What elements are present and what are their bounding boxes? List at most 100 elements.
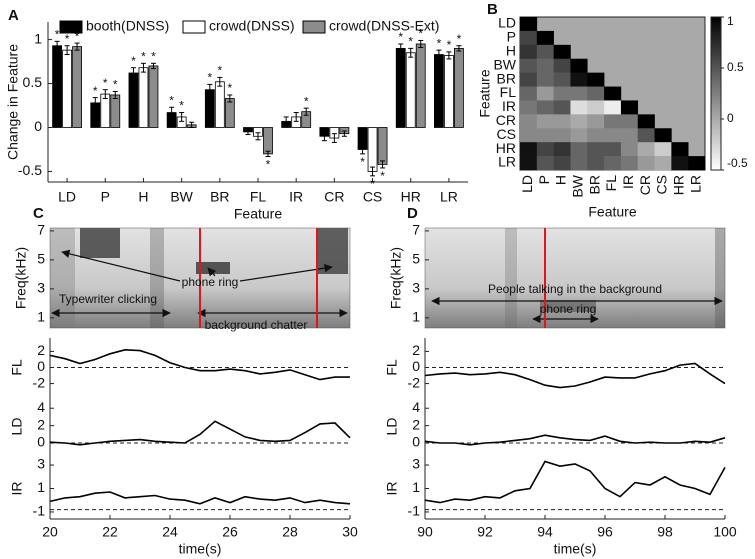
- heatmap-cell: [553, 156, 571, 171]
- significance-marker: *: [169, 93, 174, 107]
- heatmap-cell: [671, 156, 689, 171]
- legend-swatch: [302, 20, 326, 34]
- heatmap-cell: [570, 128, 588, 143]
- error-bar: [360, 144, 366, 155]
- bar: [415, 43, 426, 128]
- significance-marker: *: [151, 49, 156, 63]
- heatmap-cell: [553, 114, 571, 129]
- x-tick-label: CR: [324, 189, 344, 205]
- x-tick-label: H: [138, 189, 148, 205]
- x-tick-label: 28: [282, 524, 298, 540]
- error-bar: [140, 62, 146, 73]
- row-label: P: [507, 29, 516, 45]
- significance-marker: *: [457, 32, 462, 46]
- y-axis-label: Feature: [477, 69, 493, 117]
- x-tick-label: HR: [401, 189, 421, 205]
- bar: [128, 72, 139, 128]
- x-tick-label: 92: [477, 524, 493, 540]
- error-bar: [380, 160, 386, 169]
- bar: [148, 65, 159, 128]
- error-bar: [398, 43, 404, 54]
- significance-marker: *: [398, 30, 403, 44]
- heatmap-cell: [604, 142, 622, 157]
- spectrogram-frame: [424, 227, 726, 329]
- significance-marker: *: [380, 169, 385, 183]
- x-tick-label: 20: [42, 524, 58, 540]
- legend-swatch: [182, 20, 206, 34]
- significance-marker: *: [65, 32, 70, 46]
- error-bar: [92, 97, 98, 109]
- colorbar: [710, 16, 722, 171]
- heatmap-cell: [620, 114, 639, 129]
- x-tick-label: 96: [597, 524, 613, 540]
- y-tick-label: 7: [37, 222, 45, 238]
- bar: [263, 127, 273, 155]
- error-bar: [321, 131, 327, 142]
- heatmap-cell: [536, 100, 554, 115]
- error-bar: [54, 40, 60, 51]
- x-tick-label: 90: [417, 524, 433, 540]
- error-bar: [217, 76, 223, 87]
- row-label: HR: [496, 140, 516, 156]
- row-label: H: [506, 42, 516, 58]
- column-label: CR: [637, 175, 653, 195]
- bar: [454, 47, 464, 128]
- error-bar: [293, 112, 299, 122]
- x-tick-label: IR: [289, 189, 303, 205]
- y-tick-label: 1: [37, 309, 45, 325]
- row-label: LD: [498, 15, 516, 31]
- heatmap-cell: [654, 156, 672, 171]
- x-tick-label: FL: [250, 189, 267, 205]
- row-label: BR: [497, 70, 516, 86]
- row-label: CR: [496, 112, 516, 128]
- annotation: People talking in the background: [488, 282, 662, 296]
- legend-swatch: [59, 20, 83, 34]
- y-tick-label: 5: [37, 251, 45, 267]
- row-label: FL: [500, 84, 517, 100]
- x-tick-label: 24: [162, 524, 178, 540]
- heatmap-cell: [553, 72, 571, 87]
- significance-marker: *: [418, 27, 423, 41]
- column-label: HR: [670, 175, 686, 195]
- column-label: BR: [586, 175, 602, 194]
- panel-letter: A: [8, 7, 19, 24]
- x-tick-label: 26: [222, 524, 238, 540]
- column-label: FL: [603, 175, 619, 192]
- panel-letter: D: [407, 205, 418, 222]
- trace-label: IR: [9, 482, 25, 496]
- heatmap-cell: [620, 128, 639, 143]
- annotation: phone ring: [540, 302, 597, 316]
- heatmap-cell: [536, 72, 554, 87]
- heatmap-cell: [604, 100, 622, 115]
- heatmap-cell: [553, 58, 571, 73]
- y-tick-label: 0: [412, 358, 420, 374]
- error-bar: [303, 107, 309, 116]
- trace-line: [49, 348, 350, 381]
- column-label: LR: [687, 175, 703, 193]
- heatmap-cell: [520, 156, 538, 171]
- annotation: Typewriter clicking: [59, 292, 157, 306]
- column-label: IR: [620, 175, 636, 189]
- heatmap-cell: [553, 100, 571, 115]
- bar: [138, 67, 149, 128]
- x-axis-label: Feature: [234, 206, 282, 222]
- error-bar: [408, 47, 414, 58]
- error-bar: [169, 106, 175, 119]
- y-tick-label: -1: [33, 503, 46, 519]
- significance-marker: *: [447, 38, 452, 52]
- colorbar-tick-label: 0: [727, 111, 734, 125]
- heatmap-cell: [570, 142, 588, 157]
- error-bar: [130, 67, 136, 79]
- y-tick-label: 2: [37, 342, 45, 358]
- significance-marker: *: [207, 71, 212, 85]
- bar: [62, 49, 72, 128]
- x-axis-label: time(s): [554, 541, 597, 557]
- y-tick-label: 0.5: [23, 74, 43, 90]
- heatmap-cell: [570, 58, 588, 73]
- bar: [367, 127, 378, 172]
- significance-marker: *: [75, 29, 80, 43]
- heatmap-cell: [536, 156, 554, 171]
- x-axis-label: time(s): [179, 541, 222, 557]
- significance-marker: *: [179, 99, 184, 113]
